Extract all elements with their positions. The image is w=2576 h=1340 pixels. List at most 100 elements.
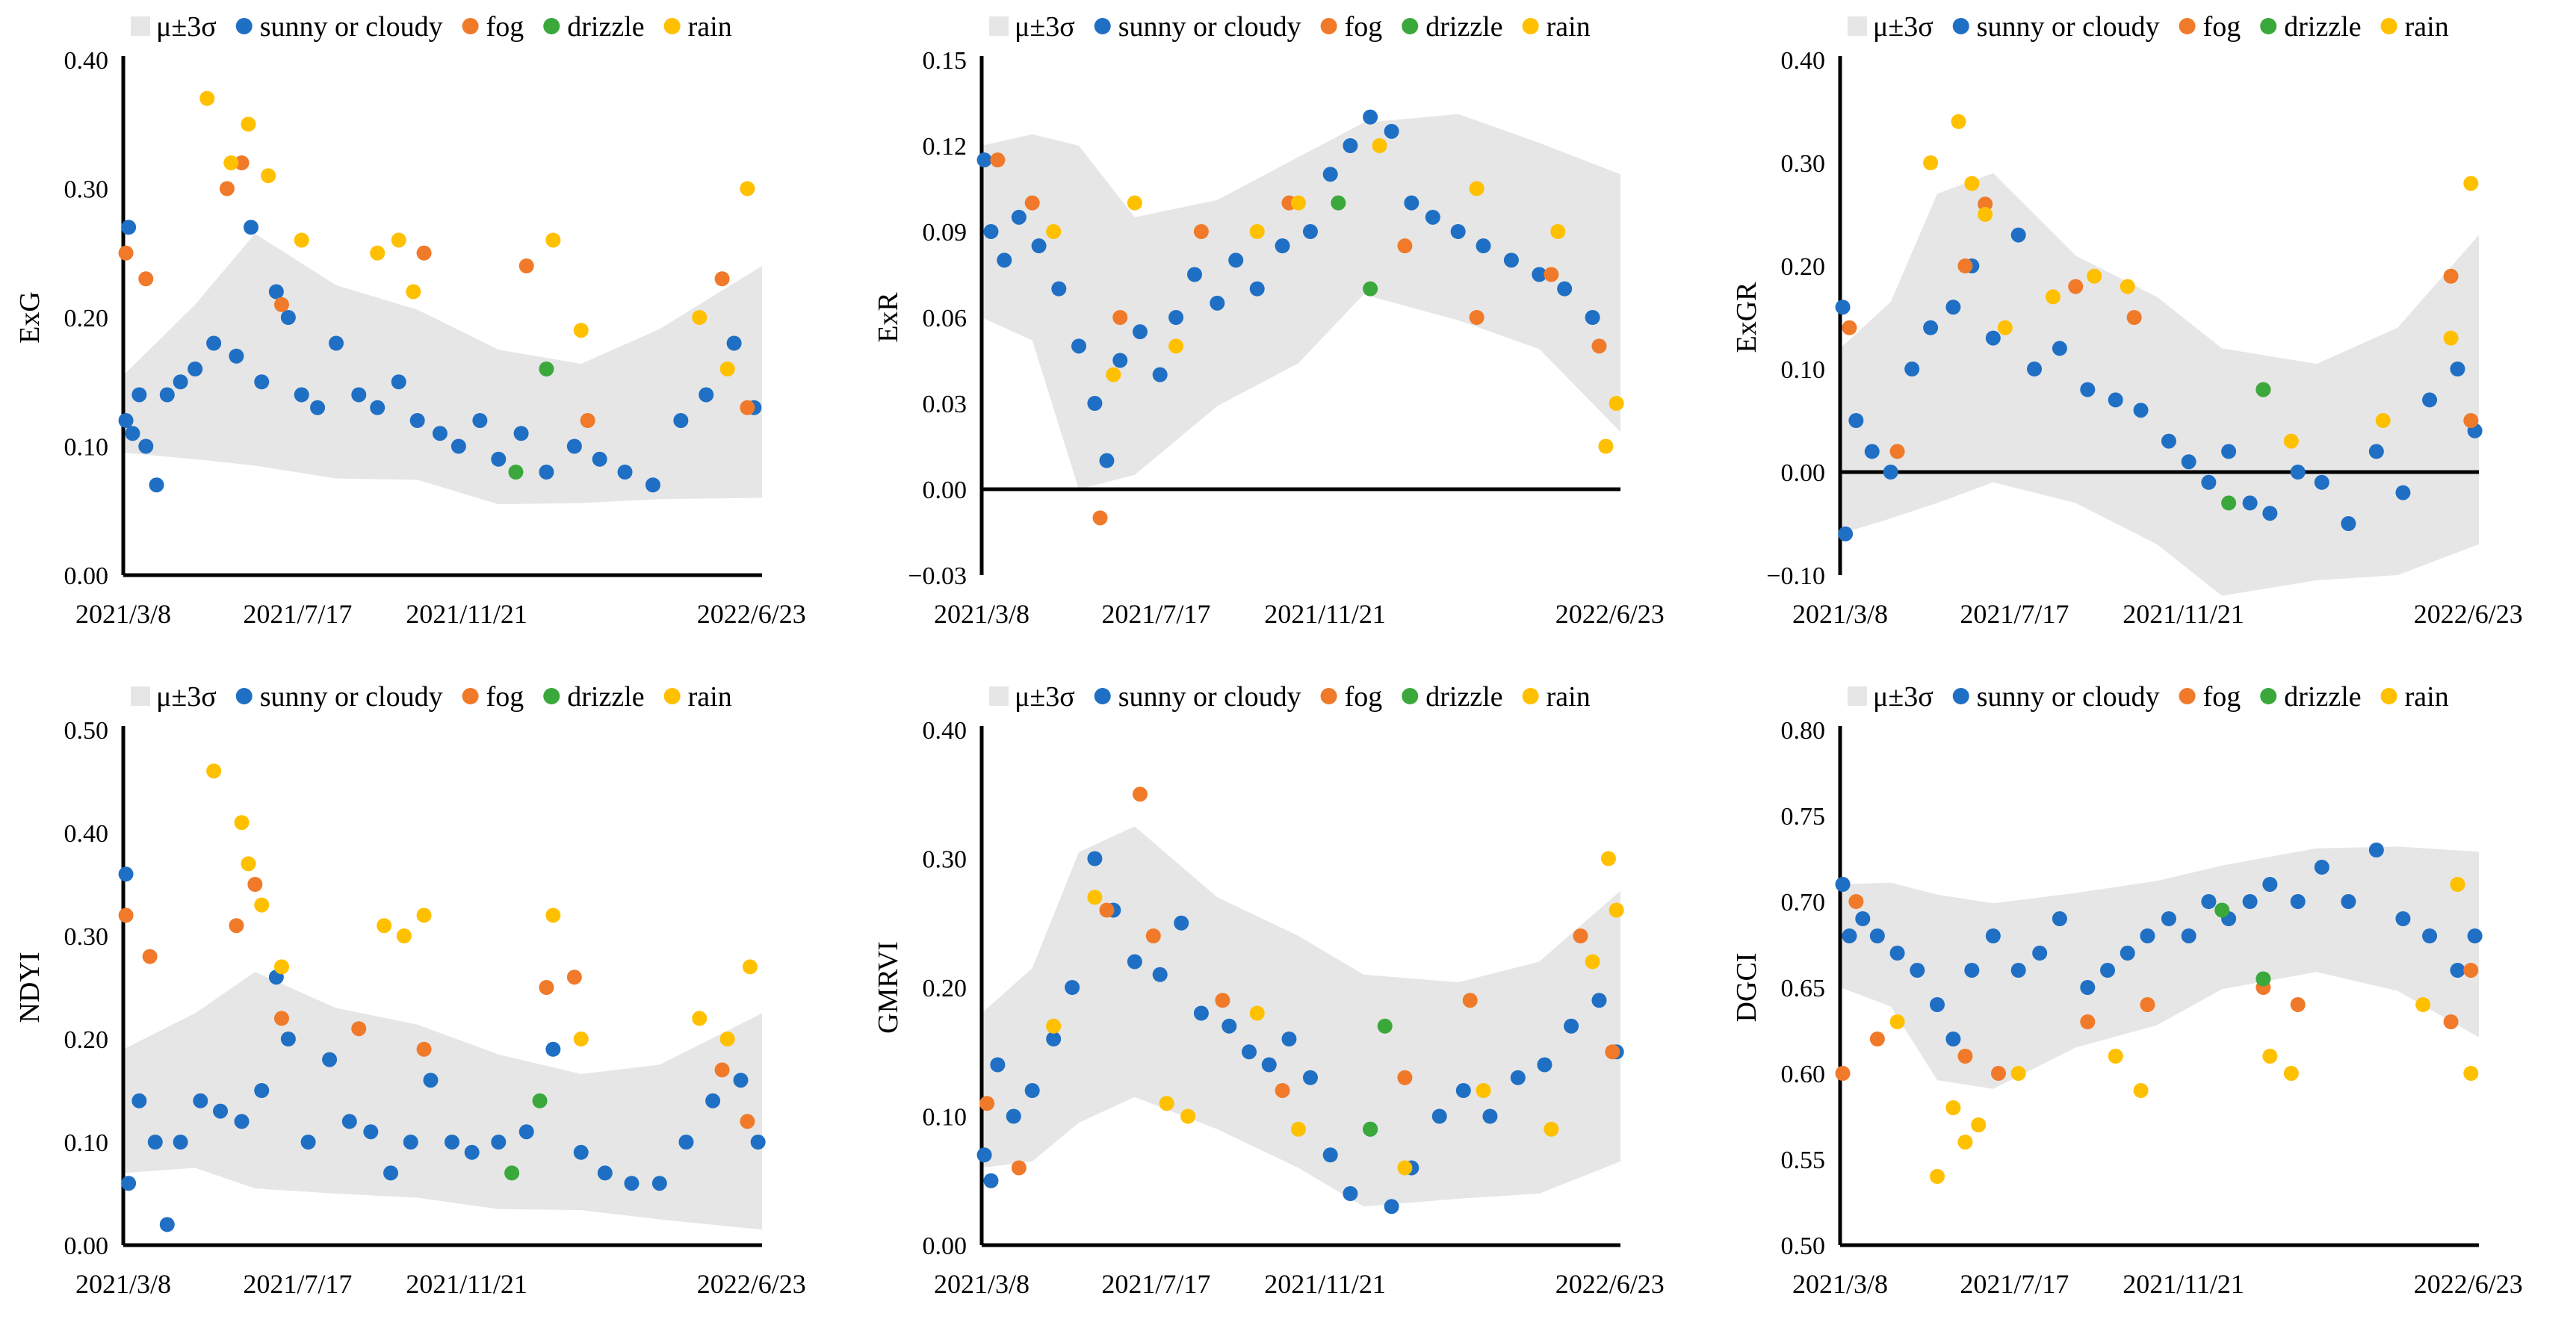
y-tick-label: 0.50: [64, 717, 109, 745]
data-point: [2341, 516, 2356, 531]
x-tick-label: 2021/7/17: [1101, 599, 1210, 629]
data-point: [1564, 1018, 1579, 1034]
data-point: [1193, 224, 1209, 239]
x-tick-label: 2021/11/21: [406, 1269, 527, 1299]
data-point: [2133, 1083, 2149, 1098]
data-point: [1099, 453, 1115, 468]
y-axis-label: ExGR: [1731, 282, 1762, 353]
y-tick-label: 0.80: [1781, 717, 1826, 745]
data-point: [1363, 109, 1378, 125]
data-point: [976, 1147, 992, 1163]
x-tick-label: 2021/3/8: [75, 599, 171, 629]
legend-label: drizzle: [2284, 11, 2361, 43]
legend-label: μ±3σ: [1873, 681, 1933, 713]
data-point: [363, 1124, 379, 1140]
data-point: [2450, 963, 2465, 978]
y-tick-label: 0.10: [64, 434, 109, 462]
series-drizzle: [504, 1093, 548, 1181]
data-point: [1957, 258, 1973, 273]
data-point: [1609, 902, 1624, 918]
legend-label: μ±3σ: [1015, 681, 1075, 713]
data-point: [241, 856, 256, 872]
data-point: [2080, 1014, 2096, 1029]
data-point: [1482, 1108, 1498, 1124]
data-point: [1051, 281, 1067, 297]
data-point: [2262, 877, 2278, 892]
chart-svg: −0.10 0.00 0.10 0.20 0.30 0.40 2021/3/8 2021/7/…: [1731, 11, 2523, 629]
legend-label: μ±3σ: [156, 681, 217, 713]
data-point: [188, 362, 203, 376]
y-tick-label: 0.55: [1781, 1147, 1826, 1174]
data-point: [1985, 330, 2001, 346]
legend-label: fog: [2203, 11, 2241, 43]
data-point: [1011, 209, 1027, 225]
series-rain: [1046, 138, 1624, 454]
legend-swatch-dot: [663, 688, 681, 704]
data-point: [2010, 963, 2026, 978]
chart-panel-6: 0.50 0.55 0.60 0.65 0.70 0.75 0.80 2021/3/8 2021…: [1717, 670, 2575, 1340]
data-point: [370, 400, 386, 415]
data-point: [396, 928, 412, 943]
data-point: [294, 232, 309, 248]
data-point: [149, 477, 164, 493]
data-point: [1930, 1169, 1945, 1184]
data-point: [131, 387, 147, 403]
y-tick-label: 0.30: [64, 176, 109, 204]
data-point: [566, 438, 582, 454]
band-mu-3sigma: [123, 233, 762, 505]
data-point: [1591, 338, 1607, 354]
x-tick-label: 2021/7/17: [1960, 599, 2069, 629]
data-point: [573, 323, 589, 338]
chart-svg: −0.03 0.00 0.03 0.06 0.09 0.12 0.15 2021/3/8 202…: [873, 11, 1665, 629]
data-point: [1087, 851, 1103, 866]
data-point: [223, 155, 239, 170]
data-point: [983, 1173, 999, 1188]
data-point: [1600, 851, 1616, 866]
data-point: [1046, 1032, 1062, 1046]
data-point: [976, 152, 992, 168]
data-point: [1275, 238, 1290, 254]
data-point: [1281, 1032, 1297, 1046]
data-point: [1431, 1108, 1447, 1124]
x-tick-label: 2022/6/23: [1555, 599, 1665, 629]
legend-swatch-band: [1848, 686, 1867, 706]
data-point: [2052, 911, 2067, 926]
x-tick-label: 2021/3/8: [75, 1269, 171, 1299]
data-point: [2027, 362, 2043, 376]
data-point: [692, 1011, 708, 1026]
data-point: [377, 918, 392, 934]
data-point: [273, 959, 289, 975]
data-point: [1152, 367, 1168, 382]
y-tick-label: 0.20: [923, 975, 967, 1002]
series-fog: [1842, 196, 2479, 459]
data-point: [1585, 954, 1600, 970]
chart-panel-5: 0.00 0.10 0.20 0.30 0.40 2021/3/8 2021/7/17 202…: [858, 670, 1717, 1340]
y-tick-label: 0.00: [923, 477, 967, 504]
data-point: [322, 1052, 338, 1067]
data-point: [2242, 495, 2258, 511]
data-point: [1168, 338, 1184, 354]
data-point: [2290, 465, 2306, 480]
data-point: [491, 451, 507, 467]
data-point: [138, 438, 154, 454]
y-tick-label: 0.09: [923, 219, 967, 246]
y-axis-label: ExR: [873, 292, 904, 343]
data-point: [121, 1176, 137, 1191]
data-point: [1372, 138, 1387, 153]
data-point: [2100, 963, 2116, 978]
chart-panel-3: −0.10 0.00 0.10 0.20 0.30 0.40 2021/3/8 2021/7/…: [1717, 0, 2575, 670]
data-point: [1455, 1083, 1471, 1098]
data-point: [1174, 915, 1189, 931]
legend-label: drizzle: [2284, 681, 2361, 713]
data-point: [1835, 877, 1851, 892]
data-point: [714, 271, 730, 287]
data-point: [1322, 167, 1338, 182]
data-point: [1087, 396, 1103, 411]
data-point: [254, 897, 270, 913]
legend-swatch-band: [1848, 16, 1867, 36]
y-axis-label: DGCI: [1731, 953, 1762, 1023]
data-point: [159, 1217, 175, 1232]
y-tick-label: 0.00: [64, 562, 109, 590]
legend-label: fog: [1345, 681, 1383, 713]
